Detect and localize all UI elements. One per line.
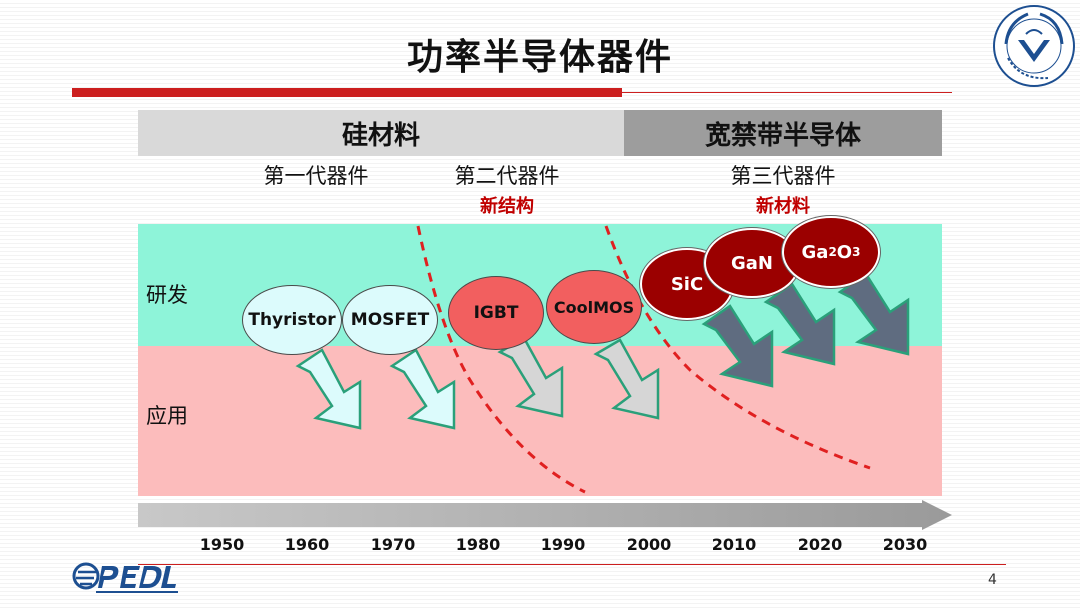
slide-title: 功率半导体器件 (406, 37, 673, 78)
gen1-label: 第一代器件 (263, 164, 369, 188)
gen2-label: 第二代器件 (454, 164, 560, 188)
gen-divider-1-2 (416, 225, 586, 494)
page-number: 4 (988, 572, 997, 588)
year-label: 1950 (199, 535, 245, 554)
arrow-ga2o3 (837, 272, 910, 356)
arrow-igbt (497, 336, 564, 418)
year-label: 1970 (370, 535, 416, 554)
year-label: 1960 (284, 535, 330, 554)
year-label: 2020 (797, 535, 843, 554)
timeline-axis-arrow (138, 500, 952, 530)
arrow-mosfet (389, 348, 456, 430)
wide-bandgap-band: 宽禁带半导体 (624, 110, 942, 156)
year-label: 2000 (626, 535, 672, 554)
pedl-logo (72, 562, 178, 593)
arrow-gan (763, 282, 836, 366)
arrow-coolmos (593, 338, 660, 420)
arrow-thyristor (295, 348, 362, 430)
year-label: 2030 (882, 535, 928, 554)
rd-row-label: 研发 (146, 283, 188, 307)
gen3-label: 第三代器件 (730, 164, 836, 188)
gen3-sublabel: 新材料 (756, 196, 810, 217)
arrow-sic (701, 304, 774, 388)
year-label: 2010 (711, 535, 757, 554)
gen2-sublabel: 新结构 (480, 196, 534, 217)
application-row-label: 应用 (146, 404, 188, 428)
title-underline-bar (72, 88, 622, 97)
footer-divider (138, 564, 1006, 565)
year-label: 1980 (455, 535, 501, 554)
ga2o3-mid: O (836, 241, 853, 263)
title-underline-line (622, 92, 952, 93)
device-ga2o3: Ga 2 O 3 (782, 216, 880, 288)
university-seal-logo (993, 5, 1075, 87)
ga2o3-sub2: 3 (852, 245, 861, 259)
ga2o3-sub1: 2 (828, 245, 837, 259)
year-label: 1990 (540, 535, 586, 554)
device-coolmos: CoolMOS (546, 270, 642, 344)
device-igbt: IGBT (448, 276, 544, 350)
gen-divider-2-3 (604, 225, 871, 470)
silicon-material-band: 硅材料 (138, 110, 624, 156)
device-mosfet: MOSFET (342, 285, 438, 355)
ga2o3-base: Ga (801, 241, 829, 263)
device-thyristor: Thyristor (242, 285, 342, 355)
